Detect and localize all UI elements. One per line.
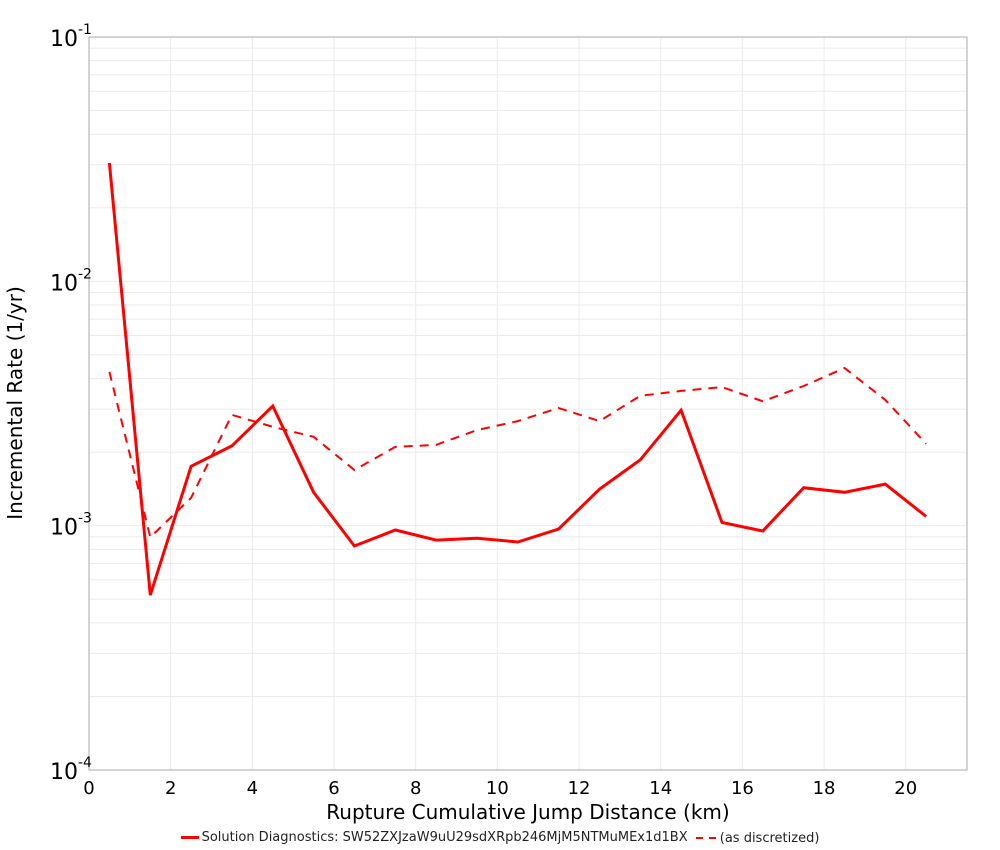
series-lines xyxy=(107,162,928,596)
grid-lines xyxy=(88,37,967,771)
x-axis-tick-labels: 0 2 4 6 8 10 12 14 16 18 20 xyxy=(83,778,917,799)
discretized-series-line xyxy=(108,366,927,540)
y-axis-title: Incremental Rate (1/yr) xyxy=(3,286,27,519)
x-tick-label: 16 xyxy=(731,778,754,799)
x-tick-label: 4 xyxy=(247,778,258,799)
x-tick-label: 6 xyxy=(328,778,339,799)
legend-item-solution: Solution Diagnostics: SW52ZXJzaW9uU29sdX… xyxy=(180,830,688,845)
x-tick-label: 8 xyxy=(410,778,421,799)
plot-area-border xyxy=(88,36,968,771)
solid-line-swatch-icon xyxy=(180,836,199,839)
y-axis-tick-labels: 10-1 10-2 10-3 10-4 xyxy=(50,22,92,785)
legend-label: Solution Diagnostics: SW52ZXJzaW9uU29sdX… xyxy=(201,830,688,845)
y-tick-label: 10-1 xyxy=(50,22,92,52)
solution-series-line xyxy=(107,162,928,596)
y-tick-label: 10-4 xyxy=(50,755,92,785)
x-tick-label: 14 xyxy=(649,778,672,799)
legend-item-discretized: (as discretized) xyxy=(695,830,820,846)
legend-label: (as discretized) xyxy=(719,830,820,846)
x-tick-label: 18 xyxy=(813,778,836,799)
x-tick-label: 2 xyxy=(165,778,176,799)
y-tick-label: 10-2 xyxy=(50,266,92,296)
x-tick-label: 0 xyxy=(83,778,94,799)
dashed-line-swatch-icon xyxy=(695,837,716,839)
x-tick-label: 20 xyxy=(894,778,917,799)
legend: Solution Diagnostics: SW52ZXJzaW9uU29sdX… xyxy=(0,828,1000,846)
x-tick-label: 10 xyxy=(486,778,509,799)
x-axis-title: Rupture Cumulative Jump Distance (km) xyxy=(326,800,729,824)
x-tick-label: 12 xyxy=(568,778,591,799)
y-tick-label: 10-3 xyxy=(50,511,92,541)
